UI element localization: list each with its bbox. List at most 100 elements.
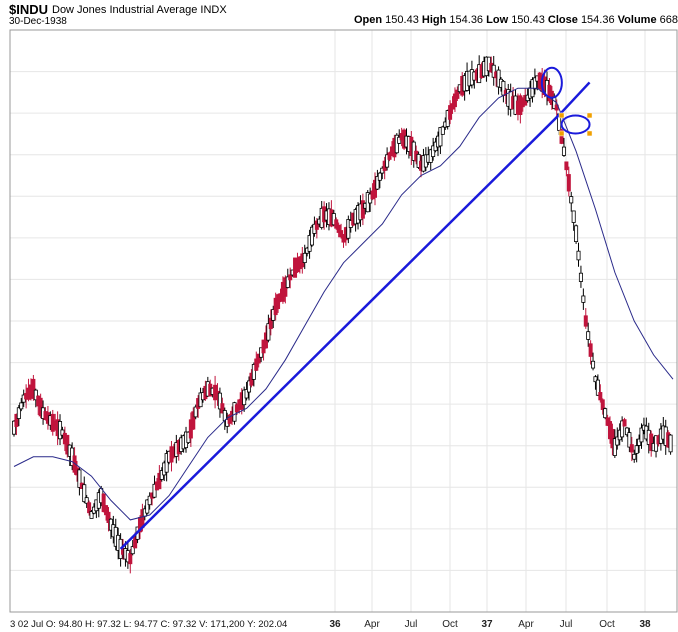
selection-handle	[558, 130, 565, 137]
candle-body	[394, 134, 399, 154]
candle-body	[564, 161, 569, 171]
candle-body	[268, 317, 273, 330]
low-label: Low	[486, 14, 509, 26]
candle-body	[65, 434, 70, 455]
candle-body	[82, 484, 87, 503]
candle-body	[285, 276, 290, 288]
selection-handle	[586, 112, 593, 119]
candle-body	[603, 408, 608, 419]
candle-body	[576, 250, 581, 261]
candle-body	[336, 224, 341, 233]
candle-body	[629, 444, 634, 453]
plot-frame	[9, 29, 678, 613]
candle-body	[438, 127, 443, 147]
candle-body	[588, 343, 593, 357]
candle-body	[276, 294, 281, 310]
open-value: 150.43	[385, 14, 419, 26]
candle-body	[106, 511, 111, 523]
candle-body	[496, 69, 501, 88]
selection-handle	[586, 130, 593, 137]
candle-body	[147, 495, 152, 506]
candle-body	[591, 360, 596, 369]
candle-body	[89, 511, 94, 519]
index-title: Dow Jones Industrial Average	[52, 4, 198, 16]
annotation-ellipse[interactable]	[560, 114, 591, 135]
candle-body	[561, 146, 566, 156]
candle-body	[581, 295, 586, 303]
candle-body	[33, 389, 38, 401]
candle-body	[385, 154, 390, 168]
candle-body	[314, 220, 319, 230]
ohlc-summary: Open 150.43 High 154.36 Low 150.43 Close…	[354, 14, 678, 26]
candle-body	[247, 380, 252, 393]
candle-body	[634, 445, 639, 454]
candle-body	[128, 553, 133, 565]
candle-body	[310, 226, 315, 246]
candle-body	[639, 427, 644, 443]
x-tick-label: Apr	[518, 619, 534, 630]
selection-handles[interactable]	[558, 112, 593, 137]
candle-body	[31, 378, 36, 399]
annotation-circle[interactable]	[540, 66, 563, 99]
candle-body	[256, 353, 261, 364]
candle-body	[375, 176, 380, 190]
close-value: 154.36	[580, 14, 615, 26]
candle-body	[627, 432, 632, 448]
chart-date: 30-Dec-1938	[9, 16, 67, 27]
candle-body	[387, 152, 392, 160]
candle-body	[302, 252, 307, 263]
candle-body	[532, 77, 537, 90]
x-tick-label: Jul	[405, 619, 418, 630]
x-axis-ticks: 36 Apr Jul Oct 37 Apr Jul Oct 38	[329, 619, 651, 630]
candle-body	[220, 403, 225, 414]
candle-body	[574, 225, 579, 243]
index-name: Dow Jones Industrial Average INDX	[52, 4, 227, 16]
x-tick-label: Jul	[560, 619, 573, 630]
candle-body	[193, 406, 198, 418]
candle-body	[334, 219, 339, 229]
candle-body	[583, 315, 588, 327]
candle-body	[448, 105, 453, 120]
candle-body	[14, 413, 19, 427]
candle-body	[593, 376, 598, 383]
candle-body	[346, 219, 351, 239]
candle-body	[130, 546, 135, 555]
candle-body	[87, 502, 92, 514]
exchange-code: INDX	[200, 4, 227, 16]
volume-label: Volume	[617, 14, 657, 26]
candle-body	[266, 323, 271, 341]
candle-body	[649, 433, 654, 451]
candle-body	[244, 389, 249, 399]
trendline[interactable]	[119, 111, 563, 550]
candle-body	[60, 429, 65, 436]
x-tick-label: 36	[329, 619, 341, 630]
candle-body	[164, 453, 169, 473]
candle-body	[254, 358, 259, 371]
candle-body	[377, 172, 382, 181]
candle-body	[571, 210, 576, 223]
candle-body	[612, 438, 617, 456]
selection-handle	[558, 112, 565, 119]
volume-value: 668	[659, 14, 678, 26]
candle-body	[615, 436, 620, 446]
candle-body	[331, 213, 336, 226]
candle-body	[624, 427, 629, 436]
low-value: 150.43	[511, 14, 545, 26]
moving-average-line	[13, 87, 674, 521]
candle-body	[38, 397, 43, 417]
grid	[10, 30, 677, 612]
x-tick-label: Oct	[442, 619, 458, 630]
x-tick-label: 37	[481, 619, 493, 630]
candle-body	[101, 493, 106, 513]
candle-body	[77, 469, 82, 488]
candle-body	[452, 93, 457, 108]
candle-body	[455, 89, 460, 99]
candle-body	[251, 364, 256, 380]
candle-body	[157, 472, 162, 490]
candle-body	[440, 126, 445, 135]
candle-body	[569, 196, 574, 204]
candle-body	[632, 453, 637, 460]
candle-body	[600, 399, 605, 410]
candle-body	[668, 434, 673, 453]
